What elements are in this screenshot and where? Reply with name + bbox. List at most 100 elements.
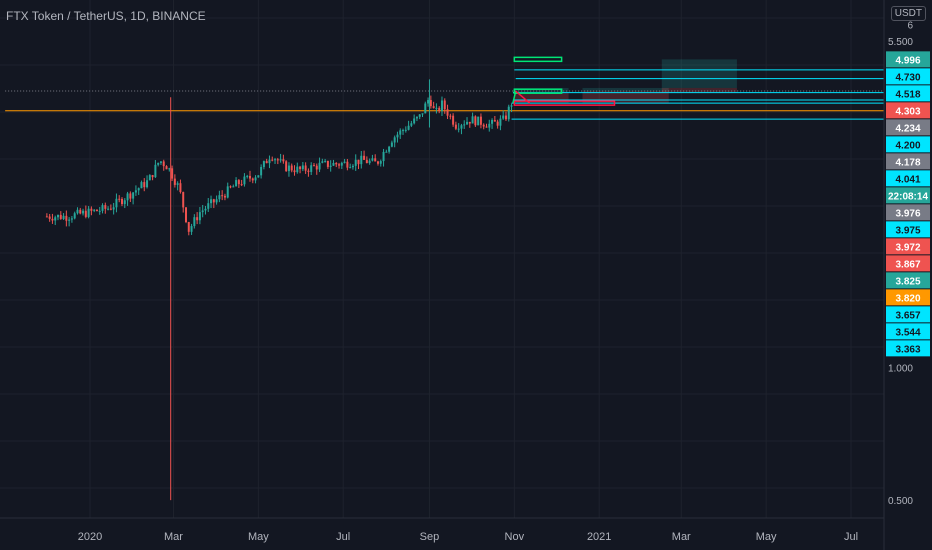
candle-body bbox=[371, 158, 374, 161]
candle-body bbox=[126, 193, 129, 201]
y-tick-label: 1.000 bbox=[888, 363, 913, 374]
price-label-bg bbox=[886, 340, 930, 357]
candle-body bbox=[148, 175, 151, 181]
candle-body bbox=[140, 182, 143, 189]
chart-title: FTX Token / TetherUS, 1D, BINANCE bbox=[6, 9, 206, 23]
price-label: 3.825 bbox=[886, 272, 930, 289]
candle-body bbox=[274, 159, 277, 161]
price-label: 3.820 bbox=[886, 289, 930, 306]
candle-body bbox=[109, 208, 112, 210]
candle-body bbox=[165, 166, 168, 170]
candle-body bbox=[73, 213, 76, 219]
candle-body bbox=[198, 212, 201, 221]
candle-body bbox=[62, 215, 65, 219]
candle-body bbox=[402, 130, 405, 132]
marker-bar bbox=[513, 56, 563, 63]
price-label: 4.730 bbox=[886, 68, 930, 85]
candle-body bbox=[491, 119, 494, 124]
candle-body bbox=[502, 115, 505, 119]
candle-body bbox=[282, 159, 285, 162]
candle-body bbox=[260, 166, 263, 176]
price-label: 3.544 bbox=[886, 323, 930, 340]
candle-body bbox=[204, 208, 207, 211]
candle-body bbox=[254, 177, 257, 181]
candle-body bbox=[338, 164, 341, 166]
candle-body bbox=[351, 165, 354, 168]
candle-body bbox=[48, 216, 51, 219]
price-label-text: 3.975 bbox=[895, 225, 920, 236]
candle-body bbox=[379, 161, 382, 164]
price-label-text: 4.234 bbox=[895, 123, 920, 134]
candle-body bbox=[95, 209, 98, 212]
candle-body bbox=[382, 151, 385, 162]
candle-body bbox=[207, 203, 210, 209]
candle-body bbox=[218, 195, 221, 200]
candle-body bbox=[510, 105, 513, 107]
candle-body bbox=[504, 115, 507, 120]
candle-body bbox=[154, 164, 157, 178]
candle-body bbox=[485, 126, 488, 128]
candle-body bbox=[415, 116, 418, 119]
candle-body bbox=[235, 180, 238, 187]
price-label-text: 4.518 bbox=[895, 89, 920, 100]
candle-body bbox=[321, 161, 324, 163]
price-label-text: 4.303 bbox=[895, 106, 920, 117]
candle-body bbox=[435, 107, 438, 109]
candle-body bbox=[98, 210, 101, 212]
candle-body bbox=[123, 200, 126, 205]
candle-body bbox=[93, 209, 96, 211]
candle-body bbox=[410, 123, 413, 126]
price-label-bg bbox=[886, 187, 930, 204]
candle-body bbox=[349, 167, 352, 169]
candle-body bbox=[354, 159, 357, 166]
x-tick-label: May bbox=[756, 531, 777, 543]
candle-body bbox=[68, 219, 71, 221]
loss-zone bbox=[514, 92, 569, 104]
price-label: 3.867 bbox=[886, 255, 930, 272]
candle-body bbox=[221, 195, 224, 197]
candle-body bbox=[454, 124, 457, 129]
candle-body bbox=[162, 161, 165, 167]
y-tick-label: 0.500 bbox=[888, 496, 913, 507]
price-labels: 4.996 4.730 4.518 4.303 4.234 4.200 4.178 4.041… bbox=[886, 51, 930, 357]
candle-body bbox=[115, 198, 118, 208]
price-label: 3.976 bbox=[886, 204, 930, 221]
price-label-bg bbox=[886, 68, 930, 85]
candle-body bbox=[168, 168, 171, 170]
price-label-bg bbox=[886, 170, 930, 187]
marker-bar bbox=[513, 88, 563, 94]
candle-body bbox=[429, 100, 432, 107]
candle-body bbox=[315, 165, 318, 170]
candle-body bbox=[304, 165, 307, 171]
price-label: 3.975 bbox=[886, 221, 930, 238]
candle-body bbox=[229, 186, 232, 188]
candle-body bbox=[104, 205, 107, 209]
price-label-bg bbox=[886, 306, 930, 323]
x-axis: 2020 Mar May Jul Sep Nov 2021 Mar May Jul bbox=[0, 517, 884, 543]
candle-body bbox=[51, 218, 54, 221]
candle-body bbox=[70, 218, 73, 220]
price-label: 4.041 bbox=[886, 170, 930, 187]
price-label-bg bbox=[886, 272, 930, 289]
candle-body bbox=[471, 116, 474, 124]
candle-body bbox=[474, 116, 477, 126]
candle-body bbox=[285, 161, 288, 172]
candle-body bbox=[493, 119, 496, 122]
candle-body bbox=[265, 161, 268, 164]
candle-body bbox=[151, 175, 154, 178]
price-label-text: 3.825 bbox=[895, 276, 920, 287]
candle-body bbox=[496, 121, 499, 126]
profit-zone bbox=[514, 87, 569, 93]
candle-body bbox=[246, 175, 249, 177]
x-tick-label: Mar bbox=[164, 531, 183, 543]
candle-body bbox=[482, 124, 485, 127]
currency-button[interactable]: USDT bbox=[890, 6, 926, 21]
x-tick-label: Sep bbox=[420, 531, 440, 543]
candle-body bbox=[463, 124, 466, 126]
candle-body bbox=[76, 209, 79, 214]
candle-body bbox=[65, 215, 68, 221]
candle-body bbox=[146, 180, 149, 188]
candle-body bbox=[324, 160, 327, 162]
candle-body bbox=[368, 160, 371, 164]
